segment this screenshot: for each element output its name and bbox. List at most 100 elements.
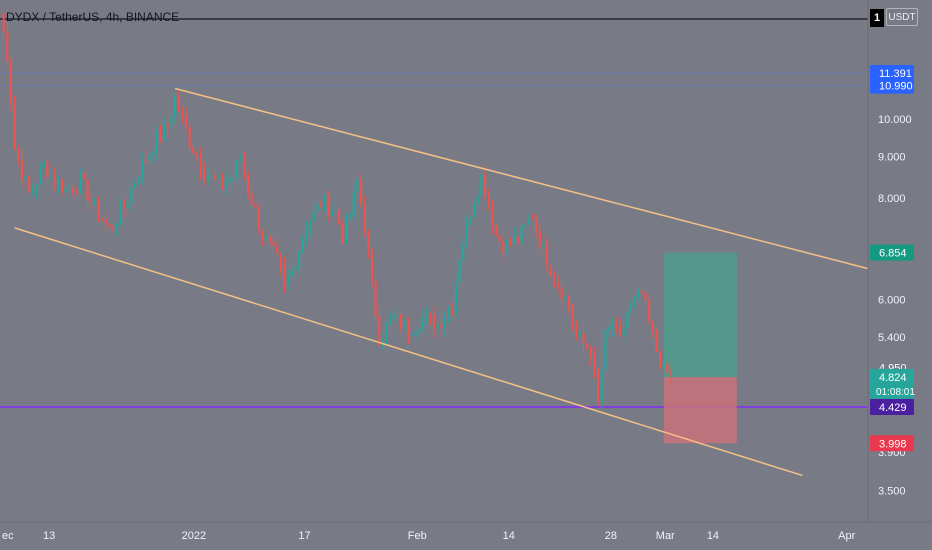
candle-body xyxy=(64,188,67,193)
candle-body xyxy=(308,221,312,231)
candle-body xyxy=(469,217,472,221)
candle-body xyxy=(392,314,395,320)
candle-body xyxy=(203,171,206,181)
candle-body xyxy=(549,265,552,276)
candle-body xyxy=(659,351,662,369)
candle-body xyxy=(629,303,633,312)
candle-body xyxy=(483,174,487,197)
x-tick-label: 28 xyxy=(605,530,617,542)
candle-body xyxy=(378,315,381,346)
candle-body xyxy=(440,324,443,328)
candle-body xyxy=(666,363,669,374)
candle-body xyxy=(505,239,509,254)
candle-body xyxy=(35,184,38,189)
candle-body xyxy=(509,239,512,244)
candle-body xyxy=(407,321,410,337)
candle-body xyxy=(319,203,323,207)
candle-body xyxy=(607,327,611,330)
level-badge-10-990[interactable] xyxy=(870,77,914,94)
target-zone[interactable] xyxy=(663,252,737,378)
candle-body xyxy=(2,13,5,33)
candle-body xyxy=(257,207,261,230)
candle-body xyxy=(217,176,220,180)
x-tick-label: 14 xyxy=(503,530,515,542)
candle-body xyxy=(462,243,465,261)
y-tick-label: 9.000 xyxy=(878,151,906,163)
candle-body xyxy=(669,373,673,375)
candle-body xyxy=(283,267,286,284)
candle-body xyxy=(560,287,563,300)
candle-body xyxy=(454,282,457,314)
level-badge-11-391[interactable] xyxy=(870,64,914,81)
candle-body xyxy=(451,310,454,314)
candle-body xyxy=(104,219,107,224)
candle-body xyxy=(57,179,60,185)
candle-body xyxy=(141,160,144,179)
candle-body xyxy=(268,236,271,242)
candle-body xyxy=(575,323,578,337)
candle-body xyxy=(82,172,85,179)
current-price-badge[interactable] xyxy=(870,368,914,399)
candle-body xyxy=(644,293,647,301)
candle-body xyxy=(20,160,23,180)
stop-zone[interactable] xyxy=(663,377,737,444)
candle-body xyxy=(553,275,556,283)
candle-body xyxy=(633,297,636,304)
candle-body xyxy=(276,245,279,254)
candle-body xyxy=(90,200,93,202)
candle-body xyxy=(24,176,27,180)
y-tick-label: 5.400 xyxy=(878,332,906,344)
x-tick-label: 14 xyxy=(707,530,719,542)
candle-body xyxy=(494,225,498,236)
x-tick-label: 2022 xyxy=(182,530,206,542)
candle-body xyxy=(600,369,603,403)
x-tick-label: 17 xyxy=(298,530,310,542)
x-tick-label: Apr xyxy=(838,530,855,542)
candle-body xyxy=(155,132,158,153)
candle-body xyxy=(75,190,78,192)
time-axis[interactable] xyxy=(0,522,932,550)
candle-body xyxy=(13,102,16,150)
symbol-title[interactable]: DYDX / TetherUS, 4h, BINANCE xyxy=(6,10,180,24)
scale-marker: 1 xyxy=(870,9,884,27)
y-tick-label: 6.000 xyxy=(878,295,906,307)
candle-body xyxy=(502,241,505,254)
candle-body xyxy=(144,160,147,162)
candle-body xyxy=(465,220,468,244)
candle-body xyxy=(173,96,177,117)
level-badge-4-429[interactable] xyxy=(870,399,914,416)
price-badge-target[interactable] xyxy=(870,244,914,261)
price-badge-stop[interactable] xyxy=(870,435,914,452)
candle-body xyxy=(458,260,461,283)
candle-body xyxy=(396,314,399,316)
currency-button[interactable]: USDT xyxy=(886,8,918,26)
candle-body xyxy=(206,176,209,181)
candle-body xyxy=(232,177,235,179)
candle-body xyxy=(564,296,567,300)
candle-body xyxy=(338,209,341,225)
candle-body xyxy=(418,329,421,332)
candle-body xyxy=(473,203,476,218)
candle-body xyxy=(341,224,344,243)
candle-body xyxy=(214,175,217,180)
y-tick-label: 3.500 xyxy=(878,485,906,497)
channel-upper-line[interactable] xyxy=(174,87,869,270)
candle-body xyxy=(152,152,155,155)
candle-body xyxy=(597,369,600,403)
current-price-badge-countdown: 01:08:01 xyxy=(876,387,915,398)
candle-body xyxy=(385,323,388,339)
candle-body xyxy=(640,290,643,294)
x-tick-label: Feb xyxy=(408,530,427,542)
candle-body xyxy=(177,96,180,111)
candle-body xyxy=(421,317,425,330)
candle-body xyxy=(589,348,592,358)
candle-body xyxy=(531,219,534,221)
channel-lower-line[interactable] xyxy=(14,227,803,477)
candle-body xyxy=(556,282,560,288)
candle-body xyxy=(93,198,96,202)
level-badge-10-990-label: 10.990 xyxy=(879,81,913,93)
candle-body xyxy=(370,250,374,282)
y-tick-label: 8.000 xyxy=(878,193,906,205)
